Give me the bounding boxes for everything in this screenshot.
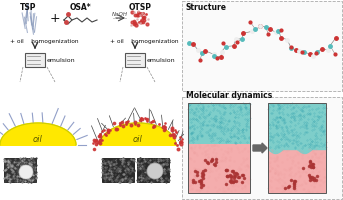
FancyBboxPatch shape (182, 1, 342, 91)
Circle shape (19, 165, 33, 179)
Polygon shape (0, 123, 76, 145)
Bar (188, 103, 250, 144)
Bar (268, 103, 326, 193)
Text: Molecular dynamics: Molecular dynamics (186, 90, 272, 99)
FancyBboxPatch shape (25, 53, 45, 67)
Bar (4, 158, 36, 182)
Bar (137, 158, 169, 182)
Bar (102, 158, 134, 182)
Text: TSP: TSP (20, 2, 36, 11)
FancyBboxPatch shape (182, 97, 342, 199)
Text: OSA*: OSA* (69, 3, 91, 12)
Text: oil: oil (133, 134, 143, 144)
Text: NaOH: NaOH (112, 12, 128, 18)
Text: +: + (50, 11, 60, 24)
Bar (268, 149, 326, 193)
Bar (188, 144, 250, 193)
Polygon shape (100, 123, 176, 145)
Text: OTSP: OTSP (129, 2, 152, 11)
Bar (268, 103, 326, 149)
Text: + oil    homogenization: + oil homogenization (10, 40, 79, 45)
Text: emulsion: emulsion (147, 58, 176, 62)
Text: + oil    homogenization: + oil homogenization (110, 40, 178, 45)
Bar (188, 103, 250, 193)
FancyBboxPatch shape (125, 53, 145, 67)
Text: Structure: Structure (186, 3, 227, 12)
Polygon shape (253, 143, 267, 153)
Circle shape (147, 163, 163, 179)
Text: oil: oil (33, 134, 43, 144)
Text: emulsion: emulsion (47, 58, 75, 62)
